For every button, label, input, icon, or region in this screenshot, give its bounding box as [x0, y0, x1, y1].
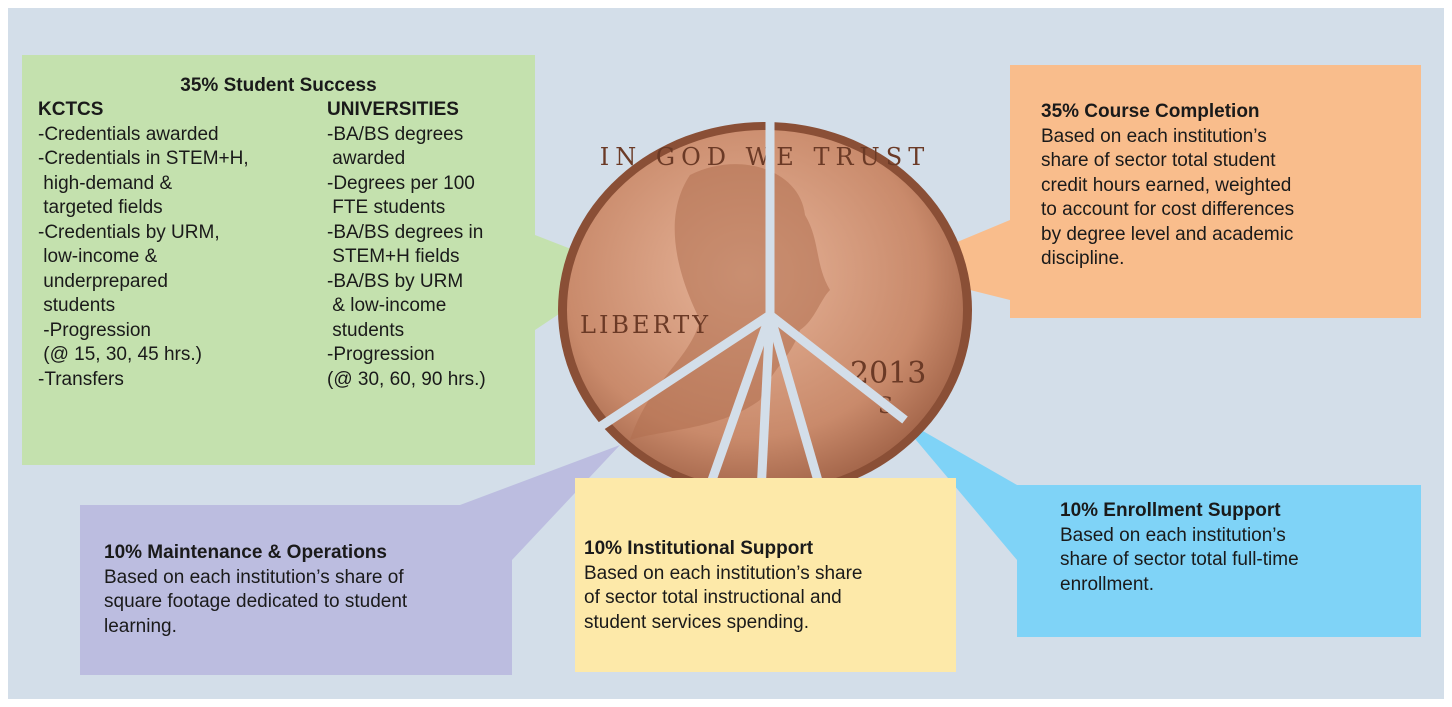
text-line: (@ 30, 60, 90 hrs.) — [327, 368, 486, 390]
text-line: student services spending. — [584, 611, 809, 633]
text-line: share of sector total full-time — [1060, 549, 1299, 570]
text-line: Based on each institution’s — [1041, 125, 1267, 147]
text-line: targeted fields — [38, 197, 163, 218]
text-line: -BA/BS degrees — [327, 123, 464, 145]
text-line: Based on each institution’s share of — [104, 566, 404, 588]
dividers — [592, 100, 908, 513]
text-line: learning. — [104, 615, 177, 637]
text-line: STEM+H fields — [327, 246, 460, 267]
text-line: credit hours earned, weighted — [1041, 174, 1292, 196]
student-success-title: 35% Student Success — [22, 74, 535, 99]
text-line: share of sector total student — [1041, 150, 1276, 171]
enrollment-support: 10% Enrollment Support Based on each inst… — [1060, 499, 1299, 597]
text-line: discipline. — [1041, 248, 1125, 269]
coin-motto: IN GOD WE TRUST — [600, 143, 930, 171]
text-line: FTE students — [327, 197, 446, 218]
text-line: high-demand & — [38, 172, 173, 194]
text-line: underprepared — [38, 270, 168, 292]
title: 10% Maintenance & Operations — [104, 542, 387, 563]
text-line: -BA/BS degrees in — [327, 221, 484, 243]
course-completion-box — [1010, 65, 1421, 318]
coin-liberty: LIBERTY — [580, 311, 711, 339]
course-completion: 35% Course Completion Based on each insti… — [1041, 100, 1294, 272]
title: 35% Student Success — [180, 75, 377, 96]
maintenance-operations: 10% Maintenance & Operations Based on eac… — [104, 541, 407, 639]
maintenance-box — [80, 505, 512, 675]
text-line: & low-income — [327, 295, 447, 316]
text-line: by degree level and academic — [1041, 223, 1294, 245]
text-line: -BA/BS by URM — [327, 270, 464, 292]
enrollment-box — [1017, 485, 1421, 637]
text-line: students — [38, 295, 116, 316]
text-line: -Degrees per 100 — [327, 172, 475, 194]
text-line: Based on each institution’s share — [584, 562, 863, 584]
title: 10% Institutional Support — [584, 538, 814, 559]
text-line: students — [327, 319, 405, 341]
text-line: low-income & — [38, 246, 158, 267]
institutional-box — [575, 478, 956, 672]
institutional-support: 10% Institutional Support Based on each i… — [584, 537, 863, 635]
text-line: square footage dedicated to student — [104, 591, 408, 612]
text-line: to account for cost differences — [1041, 199, 1295, 220]
title: 10% Enrollment Support — [1060, 500, 1281, 521]
text-line: -Credentials awarded — [38, 123, 219, 145]
text-line: of sector total instructional and — [584, 587, 842, 608]
heading: UNIVERSITIES — [327, 99, 459, 120]
title: 35% Course Completion — [1041, 101, 1260, 122]
text-line: -Transfers — [38, 368, 124, 390]
text-line: (@ 15, 30, 45 hrs.) — [38, 344, 202, 365]
heading: KCTCS — [38, 99, 104, 120]
text-line: -Progression — [327, 344, 435, 365]
text-line: awarded — [327, 148, 406, 169]
student-success-box — [22, 55, 535, 465]
text-line: -Progression — [38, 319, 151, 341]
text-line: Based on each institution’s — [1060, 524, 1286, 546]
universities-column: UNIVERSITIES -BA/BS degrees awarded -Degre… — [327, 98, 486, 392]
text-line: -Credentials by URM, — [38, 221, 220, 243]
kctcs-column: KCTCS -Credentials awarded -Credentials in… — [38, 98, 249, 392]
text-line: enrollment. — [1060, 573, 1154, 595]
text-line: -Credentials in STEM+H, — [38, 148, 249, 169]
